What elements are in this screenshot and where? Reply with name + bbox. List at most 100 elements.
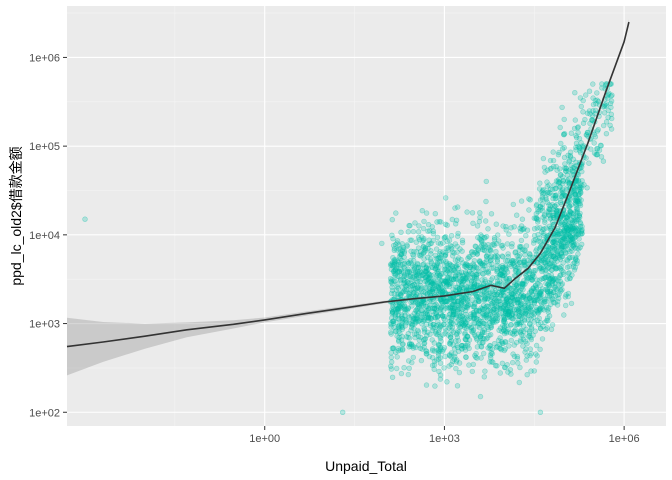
data-point <box>528 288 535 294</box>
data-point <box>511 260 517 266</box>
data-point <box>440 258 446 264</box>
data-point <box>473 350 479 357</box>
data-point <box>413 286 419 292</box>
data-point <box>394 284 400 290</box>
data-point <box>447 339 453 345</box>
data-point <box>532 328 538 334</box>
data-point <box>449 281 455 287</box>
data-point <box>514 297 521 303</box>
data-point <box>409 276 415 282</box>
data-point <box>443 280 449 286</box>
data-point <box>492 363 499 369</box>
y-axis-title: ppd_lc_old2$借款金额 <box>8 146 24 285</box>
data-point <box>495 254 501 260</box>
data-point <box>410 252 416 258</box>
data-point <box>470 310 476 316</box>
data-point <box>497 341 503 348</box>
data-point <box>554 258 560 264</box>
data-point <box>528 368 534 374</box>
data-point <box>572 117 578 123</box>
data-point <box>516 313 522 319</box>
data-point <box>458 300 464 306</box>
data-point <box>480 244 486 251</box>
data-point <box>410 345 416 351</box>
data-point <box>453 284 459 290</box>
data-point <box>545 305 552 311</box>
data-point <box>459 237 466 244</box>
data-point <box>398 292 404 298</box>
data-point <box>441 313 447 320</box>
data-point <box>468 328 475 334</box>
data-point <box>517 320 523 326</box>
data-point <box>592 107 599 114</box>
data-point <box>578 103 584 110</box>
data-point <box>559 287 565 293</box>
x-tick-label: 1e+06 <box>609 433 640 445</box>
data-point <box>557 266 564 272</box>
data-point <box>567 203 573 210</box>
data-point <box>583 155 589 161</box>
data-point <box>438 219 444 225</box>
data-point <box>512 288 519 294</box>
data-point <box>437 376 444 382</box>
data-point <box>450 276 457 283</box>
data-point <box>595 98 602 105</box>
data-point <box>524 274 530 280</box>
data-point <box>572 264 578 271</box>
data-point <box>590 81 596 87</box>
data-point <box>400 246 406 253</box>
data-point <box>523 346 529 352</box>
data-point <box>526 250 533 257</box>
data-point <box>497 325 504 331</box>
data-point <box>505 287 511 293</box>
data-point <box>421 316 427 322</box>
data-point <box>574 198 581 205</box>
data-point <box>581 182 587 188</box>
data-point <box>523 243 530 249</box>
data-point <box>543 317 550 324</box>
data-point <box>435 356 442 362</box>
data-point <box>416 270 422 276</box>
data-point <box>539 268 545 275</box>
data-point <box>573 134 580 141</box>
data-point <box>542 169 548 175</box>
data-point <box>578 190 584 196</box>
data-point <box>440 347 446 353</box>
data-point <box>537 299 544 305</box>
data-point <box>464 305 470 311</box>
data-point <box>411 290 417 296</box>
data-point <box>567 209 574 215</box>
data-point <box>570 264 576 270</box>
data-point <box>453 359 460 365</box>
data-point <box>437 360 444 366</box>
data-point <box>526 295 532 301</box>
data-point <box>506 231 512 237</box>
data-point <box>554 265 560 271</box>
data-point <box>437 255 444 261</box>
data-point <box>391 271 397 277</box>
data-point <box>503 275 509 281</box>
data-point <box>438 258 444 265</box>
data-point <box>533 211 539 217</box>
data-point <box>548 291 555 297</box>
data-point <box>523 326 529 332</box>
data-point <box>395 285 401 291</box>
data-point <box>432 314 439 320</box>
data-point <box>394 354 400 360</box>
data-point <box>518 332 525 338</box>
data-point <box>405 268 411 275</box>
x-axis-title: Unpaid_Total <box>325 458 407 474</box>
data-point <box>436 254 443 260</box>
data-point <box>488 277 494 283</box>
data-point <box>397 292 404 298</box>
data-point <box>533 351 539 357</box>
data-point <box>504 311 511 318</box>
data-point <box>529 272 536 278</box>
data-point <box>511 353 518 360</box>
data-point <box>520 309 526 316</box>
data-point <box>418 307 424 313</box>
data-point <box>466 362 472 368</box>
data-point <box>442 252 449 258</box>
data-point <box>517 293 524 299</box>
data-point <box>557 199 564 206</box>
